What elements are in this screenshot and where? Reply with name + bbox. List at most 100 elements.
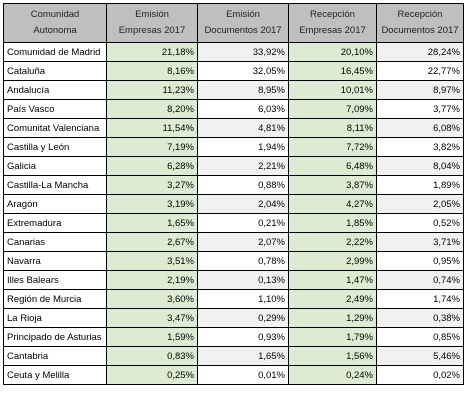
emision-empresas-cell: 3,19% bbox=[106, 194, 198, 214]
emision-documentos-cell: 0,13% bbox=[197, 270, 289, 290]
recepcion-empresas-cell: 1,85% bbox=[288, 213, 377, 233]
region-name-cell: Cataluña bbox=[3, 61, 107, 81]
region-name-cell: Castilla-La Mancha bbox=[3, 175, 107, 195]
region-name-cell: Cantabria bbox=[3, 346, 107, 366]
emision-documentos-cell: 0,93% bbox=[197, 327, 289, 347]
table-row: Navarra 3,51% 0,78% 2,99% 0,95% bbox=[3, 251, 464, 271]
recepcion-empresas-cell: 1,56% bbox=[288, 346, 377, 366]
emision-empresas-cell: 3,51% bbox=[106, 251, 198, 271]
emision-documentos-cell: 32,05% bbox=[197, 61, 289, 81]
emision-empresas-cell: 6,28% bbox=[106, 156, 198, 176]
emision-documentos-cell: 33,92% bbox=[197, 42, 289, 62]
recepcion-documentos-cell: 6,08% bbox=[376, 118, 464, 138]
emision-empresas-cell: 2,67% bbox=[106, 232, 198, 252]
recepcion-empresas-cell: 20,10% bbox=[288, 42, 377, 62]
region-name-cell: Illes Balears bbox=[3, 270, 107, 290]
emision-documentos-cell: 6,03% bbox=[197, 99, 289, 119]
recepcion-empresas-cell: 7,72% bbox=[288, 137, 377, 157]
emision-empresas-cell: 11,54% bbox=[106, 118, 198, 138]
emision-documentos-cell: 4,81% bbox=[197, 118, 289, 138]
header-recepcion-documentos-line-1: Recepción bbox=[397, 9, 443, 20]
emision-documentos-cell: 0,29% bbox=[197, 308, 289, 328]
recepcion-empresas-cell: 2,49% bbox=[288, 289, 377, 309]
emision-documentos-cell: 2,07% bbox=[197, 232, 289, 252]
recepcion-empresas-cell: 8,11% bbox=[288, 118, 377, 138]
header-recepcion-documentos-line-2: Documentos 2017 bbox=[381, 25, 459, 36]
recepcion-empresas-cell: 4,27% bbox=[288, 194, 377, 214]
emision-empresas-cell: 2,19% bbox=[106, 270, 198, 290]
table-row: La Rioja 3,47% 0,29% 1,29% 0,38% bbox=[3, 308, 464, 328]
region-name-cell: Navarra bbox=[3, 251, 107, 271]
header-emision-empresas-line-2: Empresas 2017 bbox=[118, 25, 186, 36]
emision-documentos-cell: 0,21% bbox=[197, 213, 289, 233]
header-recepcion-documentos: Recepción Documentos 2017 bbox=[376, 3, 464, 43]
recepcion-documentos-cell: 28,24% bbox=[376, 42, 464, 62]
recepcion-documentos-cell: 5,46% bbox=[376, 346, 464, 366]
emision-empresas-cell: 3,47% bbox=[106, 308, 198, 328]
region-name-cell: Andalucía bbox=[3, 80, 107, 100]
emision-documentos-cell: 8,95% bbox=[197, 80, 289, 100]
table-row: Andalucía 11,23% 8,95% 10,01% 8,97% bbox=[3, 80, 464, 100]
region-name-cell: Extremadura bbox=[3, 213, 107, 233]
recepcion-empresas-cell: 10,01% bbox=[288, 80, 377, 100]
recepcion-documentos-cell: 0,95% bbox=[376, 251, 464, 271]
table-row: Castilla y León 7,19% 1,94% 7,72% 3,82% bbox=[3, 137, 464, 157]
region-name-cell: Región de Murcia bbox=[3, 289, 107, 309]
recepcion-empresas-cell: 7,09% bbox=[288, 99, 377, 119]
emision-empresas-cell: 3,27% bbox=[106, 175, 198, 195]
emision-empresas-cell: 21,18% bbox=[106, 42, 198, 62]
table-row: Castilla-La Mancha 3,27% 0,88% 3,87% 1,89% bbox=[3, 175, 464, 195]
table-row: Aragón 3,19% 2,04% 4,27% 2,05% bbox=[3, 194, 464, 214]
region-name-cell: Ceuta y Melilla bbox=[3, 365, 107, 385]
emision-empresas-cell: 8,20% bbox=[106, 99, 198, 119]
header-recepcion-empresas-line-1: Recepción bbox=[310, 9, 355, 20]
region-name-cell: Comunitat Valenciana bbox=[3, 118, 107, 138]
table-row: País Vasco 8,20% 6,03% 7,09% 3,77% bbox=[3, 99, 464, 119]
region-name-cell: Galicia bbox=[3, 156, 107, 176]
recepcion-empresas-cell: 1,29% bbox=[288, 308, 377, 328]
header-emision-empresas-line-1: Emisión bbox=[135, 9, 169, 20]
emision-documentos-cell: 2,21% bbox=[197, 156, 289, 176]
recepcion-empresas-cell: 2,22% bbox=[288, 232, 377, 252]
recepcion-empresas-cell: 16,45% bbox=[288, 61, 377, 81]
recepcion-empresas-cell: 1,47% bbox=[288, 270, 377, 290]
table-row: Galicia 6,28% 2,21% 6,48% 8,04% bbox=[3, 156, 464, 176]
recepcion-empresas-cell: 2,99% bbox=[288, 251, 377, 271]
header-comunidad-autonoma-line-2: Autonoma bbox=[33, 25, 77, 36]
table-row: Cataluña 8,16% 32,05% 16,45% 22,77% bbox=[3, 61, 464, 81]
table-body: Comunidad de Madrid 21,18% 33,92% 20,10% 28,… bbox=[3, 42, 464, 385]
header-comunidad-autonoma: Comunidad Autonoma bbox=[3, 3, 107, 43]
recepcion-documentos-cell: 1,74% bbox=[376, 289, 464, 309]
recepcion-empresas-cell: 6,48% bbox=[288, 156, 377, 176]
region-name-cell: Castilla y León bbox=[3, 137, 107, 157]
emision-documentos-cell: 0,78% bbox=[197, 251, 289, 271]
header-emision-empresas: Emisión Empresas 2017 bbox=[106, 3, 198, 43]
region-name-cell: País Vasco bbox=[3, 99, 107, 119]
emision-empresas-cell: 3,60% bbox=[106, 289, 198, 309]
recepcion-documentos-cell: 3,77% bbox=[376, 99, 464, 119]
recepcion-documentos-cell: 0,52% bbox=[376, 213, 464, 233]
header-recepcion-empresas-line-2: Empresas 2017 bbox=[299, 25, 366, 36]
recepcion-documentos-cell: 1,89% bbox=[376, 175, 464, 195]
table-row: Extremadura 1,65% 0,21% 1,85% 0,52% bbox=[3, 213, 464, 233]
header-emision-documentos-line-2: Documentos 2017 bbox=[204, 25, 282, 36]
emision-documentos-cell: 1,65% bbox=[197, 346, 289, 366]
recepcion-empresas-cell: 3,87% bbox=[288, 175, 377, 195]
region-name-cell: La Rioja bbox=[3, 308, 107, 328]
emision-documentos-cell: 2,04% bbox=[197, 194, 289, 214]
recepcion-documentos-cell: 8,97% bbox=[376, 80, 464, 100]
region-name-cell: Canarias bbox=[3, 232, 107, 252]
recepcion-empresas-cell: 1,79% bbox=[288, 327, 377, 347]
recepcion-empresas-cell: 0,24% bbox=[288, 365, 377, 385]
table-row: Principado de Asturias 1,59% 0,93% 1,79% 0,8… bbox=[3, 327, 464, 347]
emision-documentos-cell: 1,94% bbox=[197, 137, 289, 157]
recepcion-documentos-cell: 0,02% bbox=[376, 365, 464, 385]
header-emision-documentos: Emisión Documentos 2017 bbox=[197, 3, 289, 43]
recepcion-documentos-cell: 2,05% bbox=[376, 194, 464, 214]
region-name-cell: Principado de Asturias bbox=[3, 327, 107, 347]
emision-empresas-cell: 0,83% bbox=[106, 346, 198, 366]
stats-table-container: Comunidad Autonoma Emisión Empresas 2017 Emi… bbox=[3, 3, 464, 385]
table-row: Ceuta y Melilla 0,25% 0,01% 0,24% 0,02% bbox=[3, 365, 464, 385]
table-row: Illes Balears 2,19% 0,13% 1,47% 0,74% bbox=[3, 270, 464, 290]
table-row: Comunitat Valenciana 11,54% 4,81% 8,11% 6,08… bbox=[3, 118, 464, 138]
